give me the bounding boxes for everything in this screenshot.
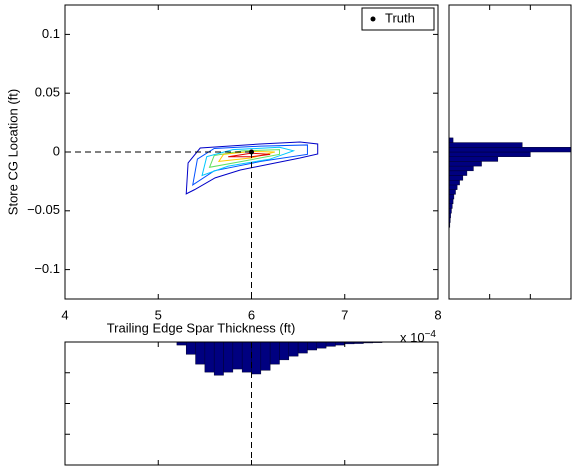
hist-bar [325, 341, 336, 347]
contour-line [228, 152, 271, 158]
hist-frame-outline [448, 4, 572, 300]
hist-bar [204, 341, 215, 373]
contour-line [185, 141, 319, 195]
hist-bar [448, 179, 460, 186]
hist-bar [448, 156, 499, 162]
x-tick-label: 7 [341, 307, 348, 322]
hist-bar [448, 198, 454, 204]
x-tick-label: 6 [248, 307, 255, 322]
x-tick-label: 4 [61, 307, 68, 322]
hist-bar [316, 341, 327, 349]
hist-bar [448, 161, 482, 167]
contour-line [217, 150, 275, 163]
truth-point [249, 149, 254, 155]
y-tick-label: 0 [53, 143, 60, 158]
hist-frame-outline [64, 341, 439, 466]
hist-bar [223, 341, 234, 373]
y-tick-label: −0.1 [34, 261, 60, 276]
x-axis-label: Trailing Edge Spar Thickness (ft) [107, 320, 296, 335]
x-tick-label: 8 [434, 307, 441, 322]
hist-bar [185, 341, 196, 355]
hist-bar [279, 341, 290, 361]
hist-bar [448, 137, 454, 143]
hist-bar [232, 341, 243, 370]
hist-bar [448, 184, 458, 190]
y-axis-label: Store CG Location (ft) [5, 89, 20, 215]
contour-line [201, 146, 296, 177]
hist-bar [195, 341, 206, 365]
hist-bar [251, 341, 262, 375]
hist-bar [241, 341, 252, 373]
y-tick-label: −0.05 [27, 202, 60, 217]
hist-bar [213, 341, 224, 376]
y-tick-label: 0.1 [42, 26, 60, 41]
contour-line [192, 144, 308, 186]
hist-bar [448, 170, 468, 176]
hist-bar [297, 341, 308, 354]
hist-bar [448, 194, 455, 200]
hist-bar [269, 341, 280, 365]
hist-bar [448, 175, 464, 181]
hist-bar [448, 151, 531, 157]
x-tick-label: 5 [155, 307, 162, 322]
hist-bar [448, 165, 474, 172]
hist-bar [260, 341, 271, 371]
hist-bar [448, 142, 523, 148]
hist-bar [448, 189, 456, 195]
hist-bar [288, 341, 299, 357]
x-multiplier-exponent: −4 [425, 329, 437, 340]
hist-bar [307, 341, 318, 351]
y-tick-label: 0.05 [35, 85, 60, 100]
hist-bar [448, 147, 572, 153]
legend [361, 7, 435, 31]
contour-line [208, 149, 280, 168]
legend-marker [370, 16, 376, 22]
legend-label: Truth [385, 10, 415, 25]
